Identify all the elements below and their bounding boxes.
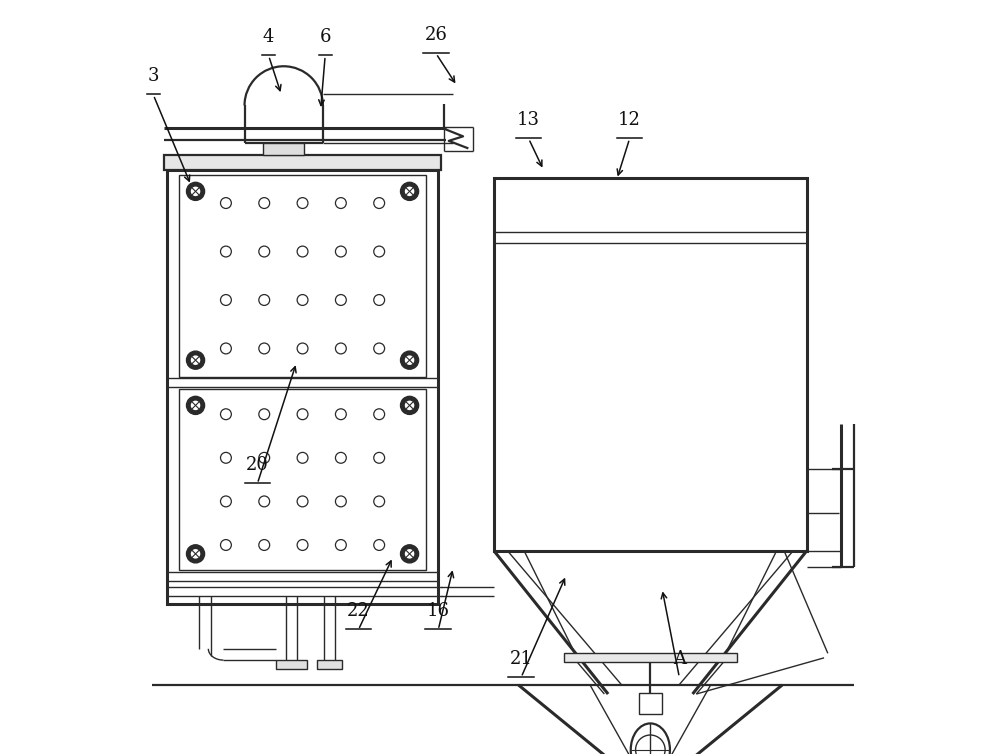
Bar (164, 156, 441, 171)
Circle shape (405, 187, 414, 196)
Circle shape (401, 396, 419, 414)
Circle shape (186, 351, 205, 369)
Text: A: A (673, 649, 686, 667)
Circle shape (401, 182, 419, 200)
Bar (263, 143, 304, 156)
Text: 22: 22 (347, 602, 370, 620)
Circle shape (191, 550, 200, 558)
Text: 3: 3 (148, 67, 159, 85)
Circle shape (186, 545, 205, 563)
Circle shape (191, 187, 200, 196)
Text: 21: 21 (510, 649, 533, 667)
Circle shape (186, 182, 205, 200)
Bar (179, 389, 426, 571)
Text: 13: 13 (517, 111, 540, 129)
Text: 6: 6 (319, 28, 331, 46)
Text: 16: 16 (427, 602, 450, 620)
Bar (639, 692, 662, 713)
Text: 4: 4 (263, 28, 274, 46)
Bar (494, 177, 807, 551)
Circle shape (186, 396, 205, 414)
Bar (179, 174, 426, 377)
Bar (564, 653, 737, 662)
Text: 20: 20 (246, 456, 269, 474)
Circle shape (191, 402, 200, 409)
Circle shape (191, 356, 200, 364)
Circle shape (401, 545, 419, 563)
Circle shape (405, 402, 414, 409)
Bar (276, 660, 307, 669)
Circle shape (405, 356, 414, 364)
Bar (317, 660, 342, 669)
Text: 12: 12 (618, 111, 641, 129)
Circle shape (401, 351, 419, 369)
Text: 26: 26 (425, 26, 447, 44)
Bar (167, 171, 438, 603)
Circle shape (405, 550, 414, 558)
